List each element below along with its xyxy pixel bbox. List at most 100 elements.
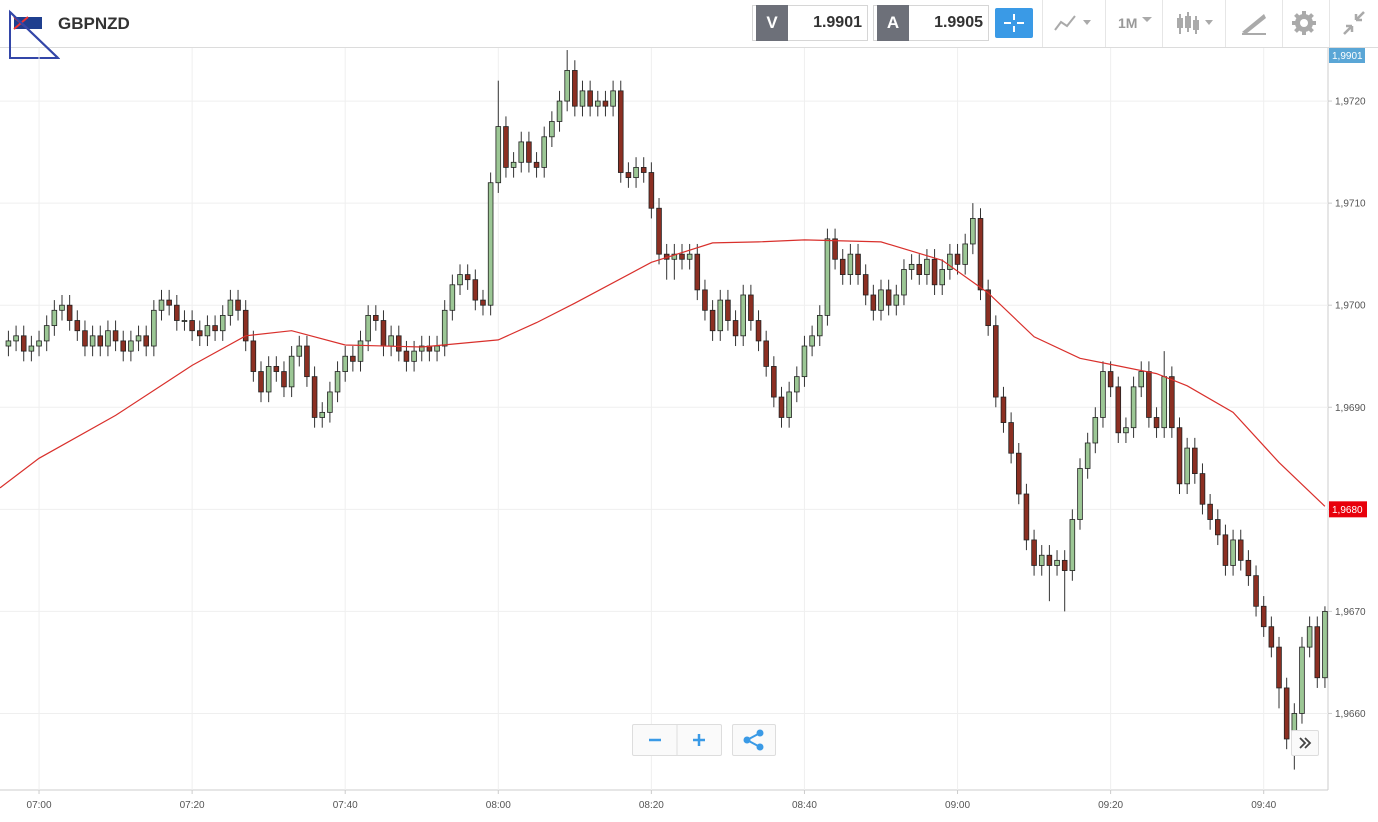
candle-body <box>174 304 180 321</box>
y-tick-label: 1,9710 <box>1335 199 1366 210</box>
candle-body <box>870 294 877 311</box>
candle-body <box>342 355 348 372</box>
collapse-icon <box>1343 11 1365 35</box>
x-tick-label: 08:20 <box>639 800 664 811</box>
candle-body <box>579 90 586 107</box>
candle-body <box>74 320 81 332</box>
candle-body <box>304 345 310 378</box>
candle-body <box>625 172 632 179</box>
line-icon <box>1054 15 1091 31</box>
candle-body <box>120 340 127 352</box>
candle-body <box>396 335 402 352</box>
candle-body <box>158 299 165 311</box>
candle-body <box>197 330 203 337</box>
scroll-end-button[interactable] <box>1291 730 1319 756</box>
candle-body <box>1215 519 1221 536</box>
candle-body <box>495 126 502 184</box>
candle-body <box>778 396 785 418</box>
candle-body <box>924 258 930 275</box>
y-tick-label: 1,9720 <box>1335 97 1366 108</box>
candle-body <box>717 299 724 332</box>
candle-body <box>457 274 463 286</box>
zoom-icons <box>649 725 705 755</box>
candle-body <box>541 136 547 168</box>
candle-body <box>242 309 249 342</box>
candle-body <box>862 274 869 296</box>
buy-box[interactable] <box>873 5 989 41</box>
candle-body <box>763 340 769 367</box>
candle-body <box>350 355 356 362</box>
chart-type-button[interactable] <box>1042 0 1105 47</box>
candle-body <box>1207 503 1213 520</box>
candle-body <box>503 126 509 168</box>
candle-body <box>189 320 195 332</box>
candle-body <box>794 376 800 393</box>
candle-body <box>204 325 211 337</box>
candle-body <box>1184 447 1190 485</box>
candle-body <box>51 309 58 327</box>
candle-body <box>1222 534 1229 566</box>
zoom-out-button[interactable] <box>632 724 676 756</box>
candle-body <box>1153 417 1160 429</box>
candle-body <box>1237 539 1244 561</box>
candle-body <box>66 304 73 321</box>
candle-body <box>1276 646 1282 689</box>
candle-body <box>602 100 609 107</box>
candle-body <box>1084 442 1091 469</box>
timeframe-button[interactable]: 1M <box>1105 0 1162 47</box>
candle-body <box>1283 687 1290 740</box>
x-tick-label: 08:00 <box>486 800 511 811</box>
draw-button[interactable] <box>1225 0 1282 47</box>
settings-button[interactable] <box>1282 0 1329 47</box>
candle-body <box>595 100 601 107</box>
candle-body <box>755 320 762 342</box>
candle-body <box>1008 422 1014 454</box>
sell-label: V <box>756 5 788 41</box>
share-button[interactable] <box>732 724 776 756</box>
candle-body <box>1092 417 1099 444</box>
candle-body <box>5 340 12 347</box>
candle-body <box>112 330 119 342</box>
candle-body <box>59 304 65 311</box>
candle-body <box>1138 371 1145 388</box>
candle-body <box>265 366 272 393</box>
candle-body <box>878 289 884 311</box>
candle-body <box>947 253 953 270</box>
x-tick-label: 07:40 <box>333 800 358 811</box>
candle-body <box>526 141 532 163</box>
candle-body <box>801 345 808 378</box>
symbol: GBPNZD <box>58 14 130 33</box>
candle-body <box>472 279 479 301</box>
candle-body <box>694 253 701 291</box>
candle-body <box>1000 396 1007 423</box>
candle-body <box>533 161 540 168</box>
candle-body <box>97 335 104 347</box>
candle-body <box>143 335 149 347</box>
crosshair-button[interactable] <box>995 8 1033 38</box>
sell-box[interactable] <box>752 5 868 41</box>
candle-body <box>1314 626 1321 679</box>
buy-label: A <box>877 5 909 41</box>
collapse-button[interactable] <box>1329 0 1378 47</box>
y-tick-label: 1,9670 <box>1335 607 1366 618</box>
draw-icon <box>1242 14 1266 35</box>
candle-body <box>212 325 218 332</box>
candle-body <box>166 299 172 306</box>
candle-body <box>1176 427 1183 485</box>
candle-type-button[interactable] <box>1162 0 1225 47</box>
zoom-in-button[interactable] <box>677 724 721 756</box>
y-tick-label: 1,9700 <box>1335 301 1366 312</box>
candle-body <box>1069 519 1076 571</box>
candle-body <box>771 366 777 398</box>
candle-body <box>43 325 50 342</box>
candle-body <box>510 161 517 168</box>
candle-body <box>648 172 655 209</box>
timeframe: 1M <box>1118 15 1138 31</box>
candle-body <box>334 371 341 393</box>
candle-body <box>709 309 716 332</box>
candle-body <box>656 207 662 255</box>
buy-price: 1.9905 <box>934 14 983 31</box>
chevrons <box>1299 737 1312 749</box>
candle-body <box>740 294 746 337</box>
